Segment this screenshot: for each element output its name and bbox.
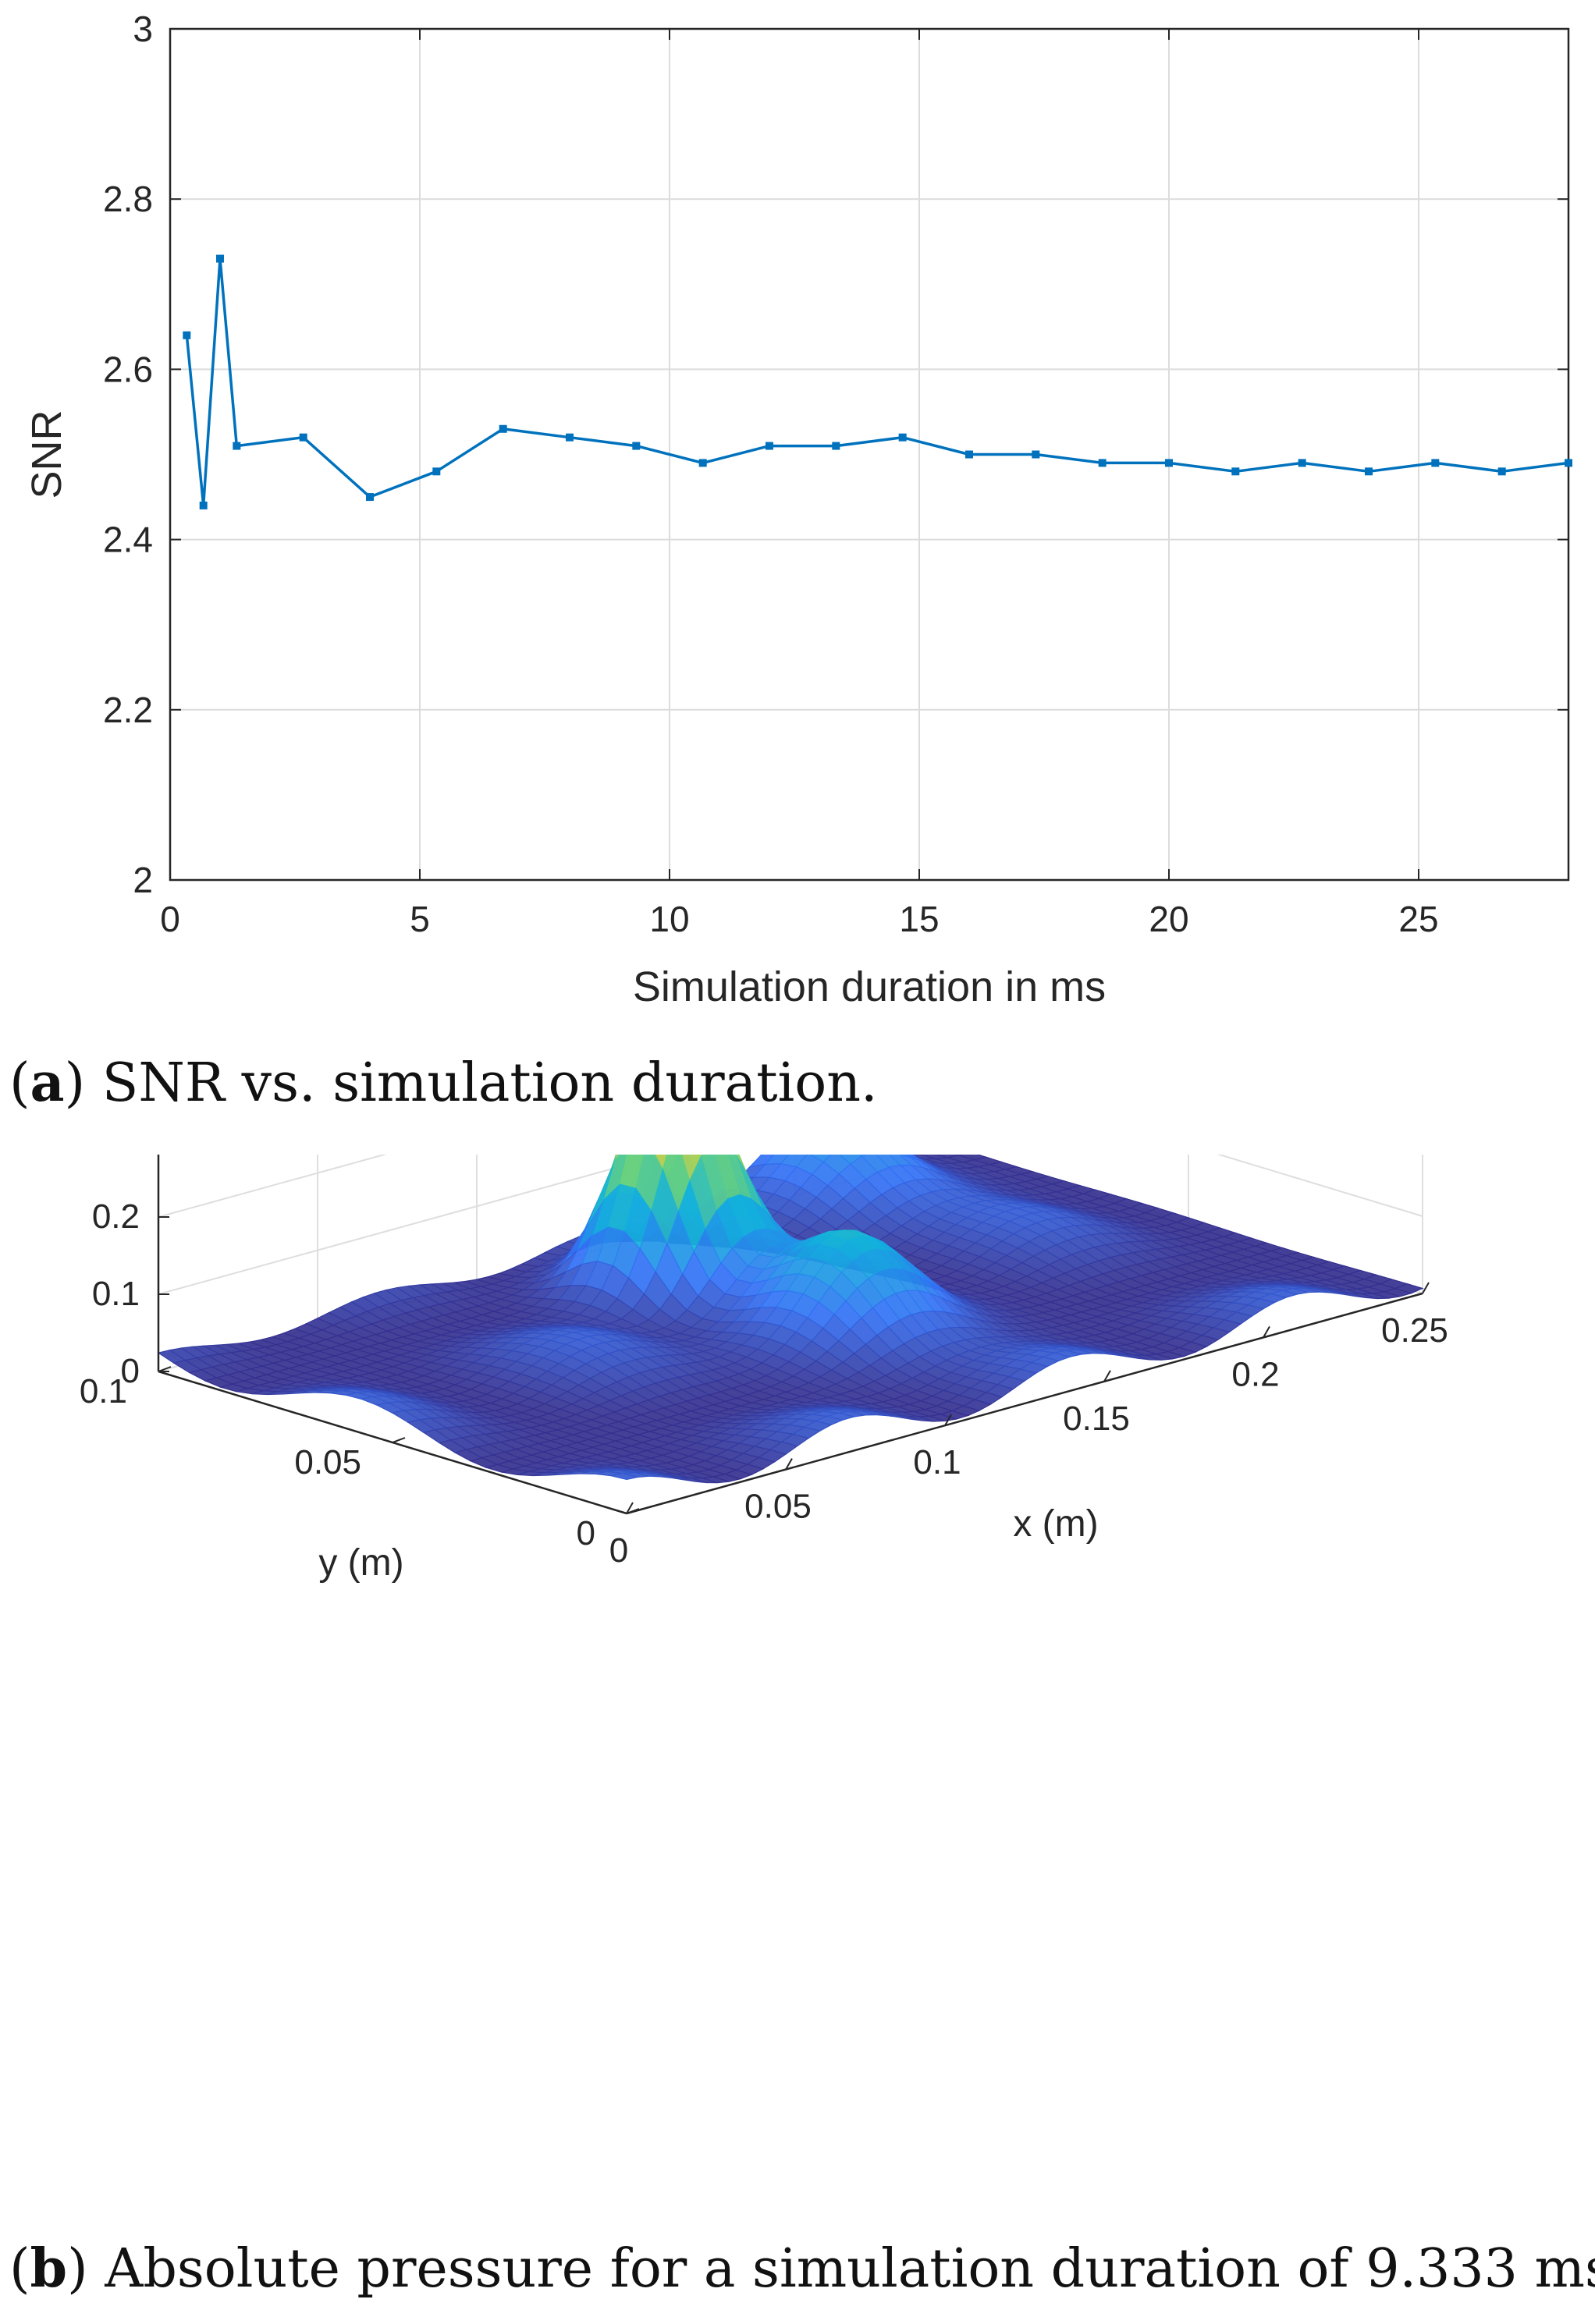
data-point xyxy=(299,433,307,442)
x-tick-label: 25 xyxy=(1398,899,1438,939)
plot-frame xyxy=(169,27,1570,882)
data-point xyxy=(432,467,441,476)
data-point xyxy=(216,254,224,263)
z-tick-label: 0.3 xyxy=(92,1155,140,1158)
series-line xyxy=(185,257,1569,507)
data-point xyxy=(1032,450,1040,459)
data-point xyxy=(199,501,208,509)
y-tick-label: 0.1 xyxy=(80,1372,127,1410)
data-point xyxy=(233,442,241,450)
data-point xyxy=(698,459,707,467)
x-axis-label: x (m) xyxy=(1013,1503,1098,1545)
z-tick-label: 0.1 xyxy=(92,1275,140,1313)
y-tick-label: 2.2 xyxy=(103,690,153,730)
caption-a-text: SNR vs. simulation duration. xyxy=(101,1052,878,1114)
data-point xyxy=(1165,459,1173,467)
y-tick-label: 3 xyxy=(133,9,153,49)
caption-b: (b) Absolute pressure for a simulation d… xyxy=(9,2237,1595,2300)
x-tick-label: 0.15 xyxy=(1063,1400,1130,1438)
data-point xyxy=(832,442,840,450)
y-axis-label: SNR xyxy=(23,410,70,499)
x-tick-mark xyxy=(785,1458,793,1471)
x-tick-label: 0.05 xyxy=(744,1488,812,1526)
x-tick-label: 0.1 xyxy=(913,1443,961,1481)
x-tick-label: 15 xyxy=(899,899,939,939)
grid xyxy=(169,28,1568,881)
data-point xyxy=(898,433,907,442)
x-tick-label: 5 xyxy=(410,899,430,939)
data-point xyxy=(1231,467,1240,476)
data-point xyxy=(183,331,191,339)
caption-b-text: Absolute pressure for a simulation durat… xyxy=(105,2238,1595,2300)
y-tick-label: 0.05 xyxy=(294,1443,361,1481)
caption-a-label: a xyxy=(30,1052,65,1114)
axes-lines xyxy=(157,1155,1430,1515)
surface-cell xyxy=(654,1155,668,1171)
data-point xyxy=(366,493,374,502)
x-tick-label: 20 xyxy=(1149,899,1188,939)
y-tick-mark xyxy=(626,1508,640,1514)
grid-line-z xyxy=(1217,1155,1423,1217)
caption-b-label: b xyxy=(30,2237,68,2300)
x-tick-label: 10 xyxy=(649,899,689,939)
x-tick-label: 0 xyxy=(609,1531,628,1570)
x-axis-label: Simulation duration in ms xyxy=(633,963,1106,1010)
x-tick-label: 0.2 xyxy=(1231,1355,1279,1393)
data-point xyxy=(1565,459,1572,467)
surface-mesh xyxy=(157,1155,1424,1484)
y-tick-label: 2 xyxy=(133,860,153,900)
data-point xyxy=(1298,459,1306,467)
y-tick-label: 2.4 xyxy=(103,520,153,560)
pressure-surface-chart: 00.050.10.150.20.2500.050.100.10.20.30.4… xyxy=(80,1155,1448,1584)
x-tick-label: 0.25 xyxy=(1381,1311,1448,1350)
x-tick-mark xyxy=(944,1414,952,1426)
y-tick-label: 0 xyxy=(577,1514,595,1552)
x-tick-mark xyxy=(1263,1325,1270,1338)
y-axis-label: y (m) xyxy=(318,1542,403,1584)
data-point xyxy=(965,450,973,459)
x-tick-mark xyxy=(626,1502,634,1514)
grid-line-z xyxy=(158,1155,667,1295)
data-point xyxy=(1098,459,1107,467)
caption-a: (a) SNR vs. simulation duration. xyxy=(9,1052,878,1114)
data-point xyxy=(499,424,507,433)
grid-line-z xyxy=(158,1155,388,1218)
data-point xyxy=(632,442,641,450)
x-tick-mark xyxy=(1422,1282,1430,1294)
y-tick-label: 2.8 xyxy=(103,179,153,219)
data-point xyxy=(566,433,574,442)
snr-line-chart: 0 5 10 15 20 25 2 2.2 2.4 2.6 2.8 3 Simulation durat… xyxy=(23,9,1572,1010)
y-tick-mark xyxy=(392,1437,406,1443)
data-point xyxy=(1431,459,1440,467)
data-point xyxy=(1497,467,1506,476)
z-tick-label: 0 xyxy=(121,1352,140,1390)
x-tick-label: 0 xyxy=(160,899,180,939)
z-tick-label: 0.2 xyxy=(92,1197,140,1236)
data-point xyxy=(1365,467,1373,476)
surface-cell xyxy=(610,1473,638,1481)
y-tick-label: 2.6 xyxy=(103,349,153,389)
x-tick-mark xyxy=(1103,1370,1111,1382)
data-point xyxy=(766,442,773,450)
x-axis-line xyxy=(626,1292,1423,1515)
